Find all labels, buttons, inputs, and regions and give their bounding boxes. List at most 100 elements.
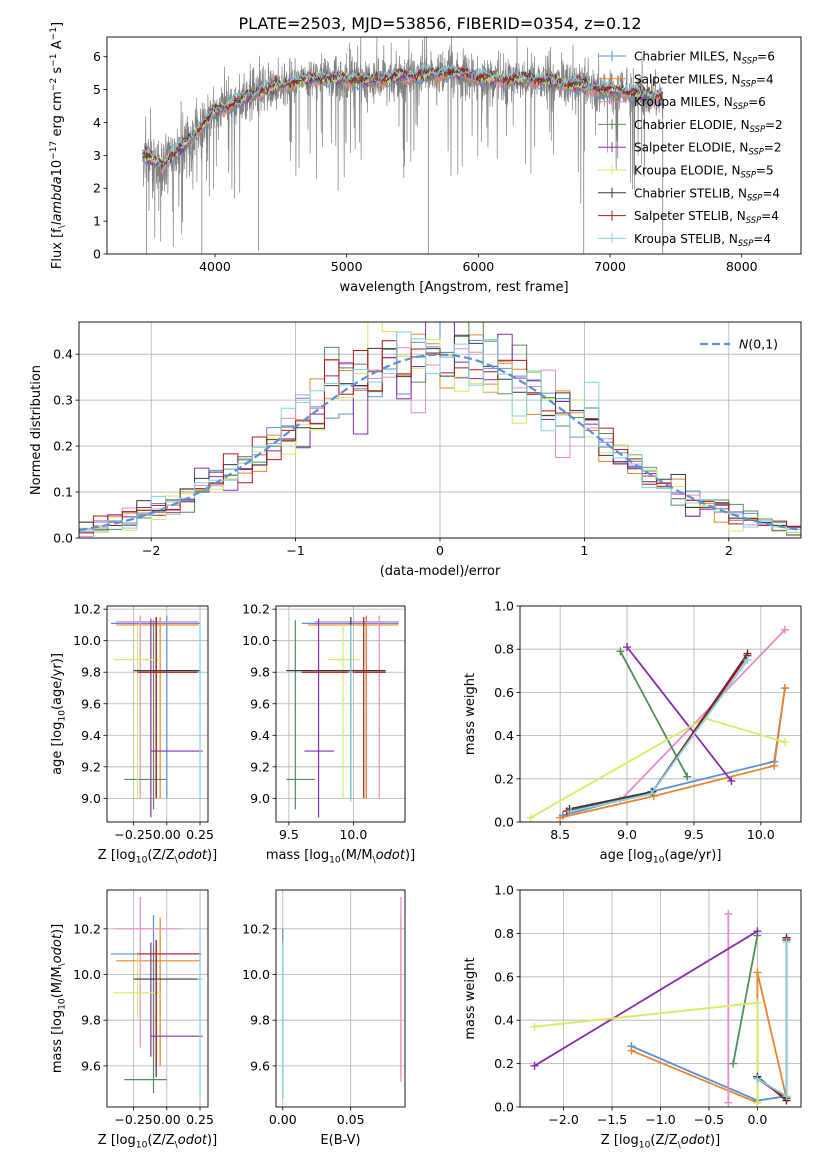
residual-histogram-step [79, 331, 801, 532]
x-axis-label: E(B-V) [320, 1133, 360, 1148]
label-segment: ( [380, 564, 385, 579]
label-segment: r [29, 471, 44, 477]
legend-series-name: Salpeter MILES [634, 72, 724, 86]
y-tick-label: 9.2 [250, 759, 270, 774]
label-segment: m [475, 280, 488, 295]
label-segment: 10 [58, 710, 68, 722]
legend-nssp-subscript: SSP [741, 170, 757, 180]
label-segment: a [50, 1053, 65, 1061]
label-segment: g [50, 759, 65, 767]
label-segment: d [385, 564, 393, 579]
x-tick-label: 0.00 [153, 1112, 181, 1127]
axes-frame [519, 605, 802, 823]
label-segment: t [202, 1133, 208, 1148]
weight-vs-age-plot-area [526, 625, 789, 822]
label-segment: m [266, 848, 279, 863]
label-segment: o [50, 730, 65, 738]
y-tick-label: 10.0 [242, 967, 270, 982]
label-segment: ] [212, 1133, 217, 1148]
axes-frame [275, 605, 406, 823]
legend-nssp-subscript: SSP [746, 215, 762, 225]
label-segment: 10 [639, 1141, 651, 1151]
x-tick-label: 6000 [462, 259, 494, 274]
label-segment: Z [669, 1133, 678, 1148]
label-segment: N [29, 485, 44, 495]
label-segment: y [50, 668, 65, 676]
label-segment: ] [563, 280, 568, 295]
label-segment: i [29, 381, 44, 385]
x-tick-label: 4000 [199, 259, 231, 274]
label-segment: g [442, 280, 450, 295]
legend-label: Kroupa STELIB, NSSP=4 [634, 232, 771, 248]
label-segment: [ [111, 848, 116, 863]
label-segment: g [50, 722, 65, 730]
label-segment: e [469, 564, 477, 579]
label-segment: g [50, 115, 65, 123]
label-segment: m [543, 280, 556, 295]
label-segment: −1 [49, 27, 59, 40]
label-segment: / [694, 848, 699, 863]
label-segment: m [50, 91, 65, 104]
label-segment: [ [304, 848, 309, 863]
label-segment: ( [341, 848, 346, 863]
legend-label: Kroupa MILES, NSSP=6 [634, 95, 766, 111]
mass-weight-marker [753, 1098, 762, 1107]
label-segment: s [293, 848, 300, 863]
label-segment: m [463, 742, 478, 755]
mass-weight-marker [623, 643, 632, 652]
residual-histogram-step [79, 322, 801, 533]
legend-nssp-prefix: , N [733, 118, 750, 132]
label-segment: [ [50, 1030, 65, 1035]
label-segment: t [516, 280, 521, 295]
y-tick-label: 2 [93, 181, 101, 196]
label-segment: o [120, 1133, 128, 1148]
label-segment: ) [773, 337, 778, 352]
mass-weight-marker [782, 1092, 791, 1101]
label-segment: e [555, 280, 563, 295]
label-segment: o [623, 1133, 631, 1148]
x-tick-label: −2 [142, 543, 160, 558]
label-segment: e [50, 751, 65, 759]
x-tick-label: 0.25 [186, 827, 214, 842]
label-segment: a [406, 564, 414, 579]
y-tick-label: 0.3 [53, 393, 73, 408]
x-tick-label: −0.5 [694, 1112, 724, 1127]
label-segment: g [631, 1133, 639, 1148]
label-segment: r [495, 564, 501, 579]
y-tick-label: 0.4 [494, 1013, 514, 1028]
mass-weight-marker [780, 684, 789, 693]
y-tick-label: 0.0 [53, 531, 73, 546]
x-tick-label: −1 [286, 543, 304, 558]
label-segment: o [697, 1133, 705, 1148]
label-segment: n [385, 280, 393, 295]
axes-frame [519, 889, 802, 1108]
x-tick-label: 10.0 [339, 827, 367, 842]
label-segment: l [50, 258, 65, 262]
label-segment: g [608, 848, 616, 863]
x-tick-label: 1 [580, 543, 588, 558]
label-segment: g [394, 280, 402, 295]
y-tick-label: 10.2 [242, 602, 270, 617]
label-segment: M [50, 982, 65, 993]
label-segment: d [29, 443, 44, 451]
label-segment: Z [166, 848, 175, 863]
label-segment: [ [614, 1133, 619, 1148]
label-segment: i [463, 979, 478, 983]
label-segment: r [482, 564, 488, 579]
mass-weight-marker [753, 927, 762, 936]
label-segment: g [50, 689, 65, 697]
label-segment: t [705, 1133, 711, 1148]
y-axis-label: mass weight [463, 957, 478, 1039]
axes-frame [78, 321, 802, 539]
label-segment: o [50, 955, 65, 963]
mass-vs-ebv-plot-area [282, 896, 402, 1098]
x-tick-label: 8.5 [550, 827, 570, 842]
legend-nssp-value: =6 [757, 50, 775, 64]
label-segment: 0 [753, 337, 761, 352]
label-segment: - [414, 564, 419, 579]
y-axis-label: Normed distribution [29, 365, 44, 495]
label-segment: ( [650, 1133, 655, 1148]
mass-vs-ebv-panel: 0.00 0.05 9.6 9.8 10.0 10.2 E(B-V) [242, 889, 406, 1148]
